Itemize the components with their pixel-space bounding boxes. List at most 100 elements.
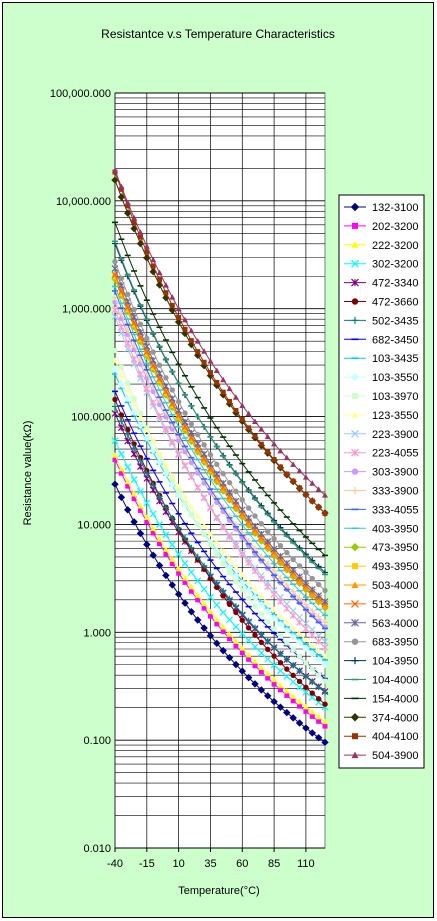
data-point (149, 551, 157, 559)
data-point (149, 399, 157, 407)
data-point (314, 733, 323, 742)
data-point (213, 367, 220, 374)
series-line (114, 171, 326, 514)
y-axis-ticks: 0.010 0.100 1.000 10.000 100.000 1,000.000 10,… (50, 88, 111, 855)
legend-item: 472-3660 (344, 297, 419, 309)
data-point (265, 646, 271, 653)
legend-item: 504-3900 (344, 750, 419, 762)
x-tick-label: 10 (173, 858, 185, 870)
data-point (296, 678, 303, 685)
data-point (111, 365, 119, 373)
data-point (200, 585, 208, 593)
data-point (233, 578, 239, 584)
data-point (315, 684, 322, 691)
y-tick-label: 10.000 (77, 519, 111, 531)
data-point (296, 563, 303, 569)
data-point (322, 723, 328, 729)
data-point (351, 448, 359, 457)
legend-label: 333-3900 (372, 486, 419, 498)
data-point (220, 628, 226, 634)
data-point (118, 186, 124, 192)
data-point (283, 626, 291, 635)
data-point (207, 571, 214, 578)
legend-box (338, 194, 425, 769)
data-point (251, 643, 259, 651)
data-point (271, 535, 277, 542)
data-point (290, 572, 297, 578)
data-point (207, 452, 214, 458)
legend-label: 223-4055 (372, 448, 419, 460)
series-layer (111, 167, 329, 747)
data-point (219, 609, 227, 616)
data-point (245, 514, 253, 522)
data-point (195, 521, 201, 527)
data-point (276, 620, 285, 628)
data-point (143, 499, 151, 507)
data-point (277, 598, 284, 605)
data-point (264, 543, 271, 550)
series-line (114, 309, 326, 648)
data-point (283, 672, 291, 680)
data-point (232, 623, 240, 631)
data-point (188, 421, 195, 427)
data-point (169, 294, 176, 300)
series-502-3435 (112, 403, 328, 696)
y-tick-label: 1,000.000 (62, 304, 111, 316)
y-tick-label: 0.100 (83, 735, 111, 747)
data-point (112, 348, 118, 354)
data-point (297, 653, 303, 659)
chart-title: Resistantce v.s Temperature Characterist… (101, 27, 335, 41)
data-point (257, 600, 266, 609)
data-point (176, 570, 182, 576)
data-point (214, 551, 220, 557)
x-tick-label: 60 (236, 858, 248, 870)
data-point (112, 357, 118, 363)
data-point (124, 386, 131, 393)
data-point (125, 483, 131, 489)
legend-label: 683-3950 (372, 637, 419, 649)
plot-background (114, 92, 326, 849)
data-point (220, 593, 226, 599)
data-point (118, 275, 125, 281)
data-point (302, 644, 310, 652)
data-point (277, 543, 284, 549)
data-point (111, 176, 119, 184)
data-point (239, 645, 246, 651)
data-point (136, 529, 145, 538)
data-point (290, 588, 297, 595)
data-point (289, 678, 297, 686)
data-point (131, 496, 137, 502)
data-point (258, 553, 265, 560)
legend-item: 132-3100 (344, 202, 419, 214)
data-point (238, 551, 246, 558)
data-point (112, 452, 118, 458)
series-line (114, 483, 326, 743)
data-point (239, 402, 246, 409)
data-point (220, 547, 227, 554)
data-point (111, 480, 119, 488)
data-point (137, 413, 144, 420)
legend-item: 123-3550 (344, 410, 419, 422)
data-point (258, 592, 265, 599)
data-point (226, 479, 233, 486)
data-point (296, 467, 303, 474)
data-point (214, 379, 220, 385)
data-point (251, 522, 259, 530)
legend-label: 103-3970 (372, 391, 419, 403)
data-point (258, 664, 265, 671)
data-point (125, 203, 131, 209)
data-point (182, 316, 188, 323)
data-point (239, 571, 246, 577)
data-point (200, 450, 208, 458)
data-point (308, 586, 316, 593)
data-point (290, 698, 296, 704)
data-point (271, 551, 278, 557)
data-point (351, 468, 359, 475)
data-point (163, 551, 169, 557)
series-line (114, 316, 326, 642)
data-point (303, 569, 309, 576)
data-point (207, 613, 213, 619)
data-point (302, 636, 309, 643)
data-point (213, 470, 221, 478)
data-point (239, 650, 245, 656)
